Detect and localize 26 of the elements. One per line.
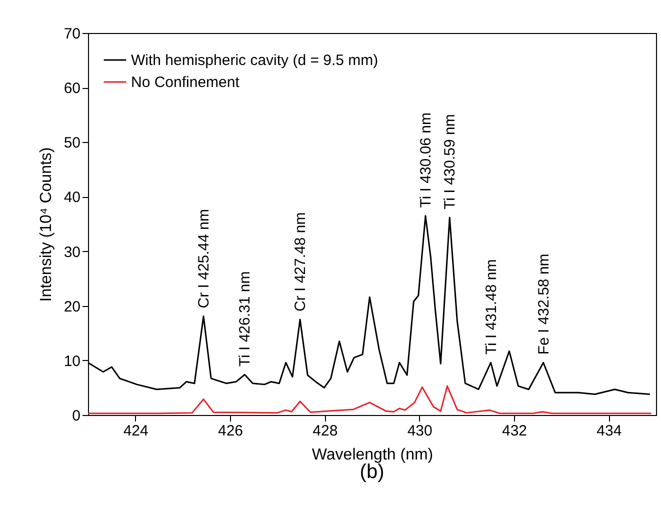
annotation: Cr I 427.48 nm [292,212,310,312]
x-tick-label: 432 [502,422,528,440]
annotation: Ti I 430.06 nm [417,112,434,208]
y-tick-label: 20 [64,298,80,316]
annotation: Ti I 431.48 nm [482,259,500,355]
x-tick-label: 434 [596,422,622,440]
legend-label: With hemispheric cavity (d = 9.5 mm) [131,52,378,69]
annotation: Ti I 430.59 nm [442,114,459,210]
y-tick-label: 60 [64,80,80,98]
annotation: Fe I 432.58 nm [535,254,552,355]
annotation: Ti I 426.31 nm [236,271,254,367]
annotation: Cr I 425.44 nm [195,209,212,308]
legend-label: No Confinement [131,74,240,91]
y-axis-title: Intensity (10⁴ Counts) [38,147,55,302]
y-tick-label: 40 [64,189,80,206]
x-tick-label: 428 [312,422,338,440]
x-tick-label: 424 [123,422,148,440]
y-tick-label: 10 [64,352,80,370]
y-tick-label: 50 [64,134,80,152]
x-tick-label: 426 [218,422,244,440]
x-tick-label: 430 [407,422,432,440]
y-tick-label: 30 [64,244,80,261]
x-axis-title: Wavelength (nm) [312,446,434,464]
y-tick-label: 0 [72,408,80,424]
line-series [87,385,652,414]
y-tick-label: 70 [64,26,80,42]
